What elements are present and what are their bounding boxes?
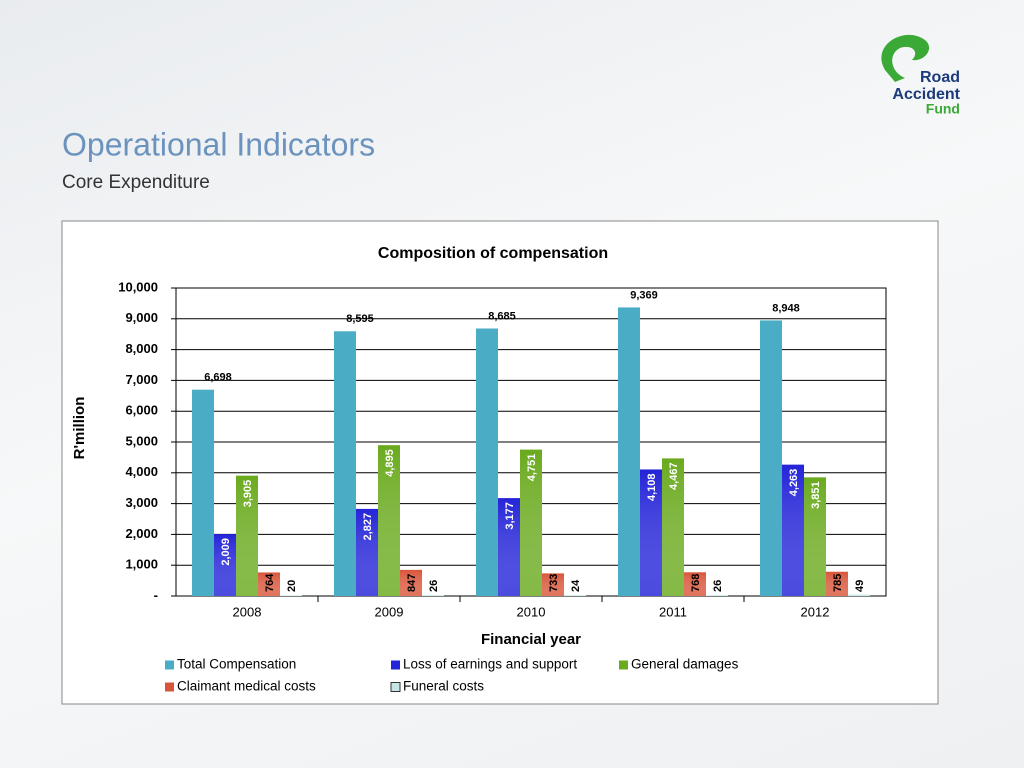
y-tick-label: 7,000 <box>125 372 158 387</box>
bar-shade <box>498 498 520 596</box>
y-tick-label: 1,000 <box>125 557 158 572</box>
bar-shade <box>422 595 444 596</box>
data-label: 733 <box>548 574 560 592</box>
y-tick-label: 2,000 <box>125 526 158 541</box>
legend-swatch <box>391 660 400 670</box>
slide-title: Operational Indicators <box>62 126 375 162</box>
data-label: 8,685 <box>488 310 516 322</box>
logo-text: Accident <box>892 86 960 103</box>
bar <box>334 331 356 596</box>
x-tick-label: 2009 <box>375 604 404 619</box>
data-label: 49 <box>854 580 866 592</box>
data-label: 4,751 <box>526 454 538 482</box>
legend-swatch <box>165 682 174 692</box>
legend-label: Total Compensation <box>177 657 296 672</box>
bar <box>476 328 498 596</box>
y-axis-title: R'million <box>71 397 88 460</box>
data-label: 4,108 <box>646 473 658 501</box>
data-label: 3,851 <box>810 481 822 509</box>
x-tick-label: 2012 <box>801 604 830 619</box>
y-tick-label: 8,000 <box>125 341 158 356</box>
bar <box>192 389 214 596</box>
plot: - 1,000 2,000 3,000 4,000 5,000 6,000 7,000 8,00… <box>118 279 887 694</box>
bar <box>760 320 782 596</box>
bar-shade <box>356 508 378 596</box>
data-label: 2,827 <box>362 513 374 541</box>
y-tick-label: 3,000 <box>125 495 158 510</box>
data-label: 4,895 <box>384 449 396 477</box>
data-label: 8,595 <box>346 313 374 325</box>
chart-title: Composition of compensation <box>378 245 608 262</box>
legend-swatch <box>390 682 401 692</box>
data-label: 24 <box>570 579 582 592</box>
y-tick-label: 5,000 <box>125 433 158 448</box>
legend-label: Funeral costs <box>403 679 484 694</box>
data-label: 2,009 <box>220 538 232 566</box>
bar-shade <box>640 469 662 596</box>
bar-shade <box>214 534 236 596</box>
data-label: 8,948 <box>772 302 800 314</box>
legend-label: Loss of earnings and support <box>403 657 577 672</box>
legend-label: General damages <box>631 657 739 672</box>
data-label: 847 <box>406 574 418 592</box>
logo-text: Fund <box>926 101 960 117</box>
bar-shade <box>684 572 706 596</box>
bar-shade <box>804 477 826 596</box>
data-label: 9,369 <box>630 289 658 301</box>
bar-shade <box>706 595 728 596</box>
bar-shade <box>662 458 684 596</box>
data-label: 785 <box>832 574 844 592</box>
x-tick-label: 2010 <box>517 604 546 619</box>
data-label: 768 <box>690 574 702 592</box>
x-tick-label: 2008 <box>233 604 262 619</box>
bar-shade <box>542 573 564 596</box>
logo-mark <box>881 34 930 82</box>
data-label: 26 <box>712 580 724 592</box>
bar-shade <box>848 594 870 596</box>
data-label: 4,263 <box>788 469 800 497</box>
legend-swatch <box>165 660 174 670</box>
bar-shade <box>280 595 302 596</box>
bar-shade <box>378 445 400 596</box>
bar <box>618 307 640 596</box>
bar-shade <box>236 475 258 596</box>
bar-shade <box>564 595 586 596</box>
bar-shade <box>400 569 422 596</box>
data-label: 3,177 <box>504 502 516 530</box>
y-tick-label: 6,000 <box>125 403 158 418</box>
x-axis-title: Financial year <box>481 631 581 648</box>
legend-swatch <box>619 660 628 670</box>
logo: Road Accident Fund <box>881 34 961 117</box>
y-tick-label: 4,000 <box>125 464 158 479</box>
logo-text: Road <box>920 69 960 86</box>
y-tick-label: - <box>154 587 158 602</box>
legend-label: Claimant medical costs <box>177 679 316 694</box>
y-tick-label: 10,000 <box>118 279 158 294</box>
data-label: 6,698 <box>204 372 232 384</box>
data-label: 4,467 <box>668 462 680 490</box>
bar-shade <box>520 449 542 596</box>
data-label: 20 <box>286 580 298 592</box>
data-label: 3,905 <box>242 480 254 508</box>
data-label: 26 <box>428 580 440 592</box>
bar-shade <box>826 571 848 596</box>
slide-subtitle: Core Expenditure <box>62 172 210 193</box>
data-label: 764 <box>264 573 276 592</box>
y-tick-label: 9,000 <box>125 310 158 325</box>
x-tick-label: 2011 <box>659 604 687 619</box>
bar-shade <box>258 572 280 596</box>
bar-shade <box>782 464 804 596</box>
